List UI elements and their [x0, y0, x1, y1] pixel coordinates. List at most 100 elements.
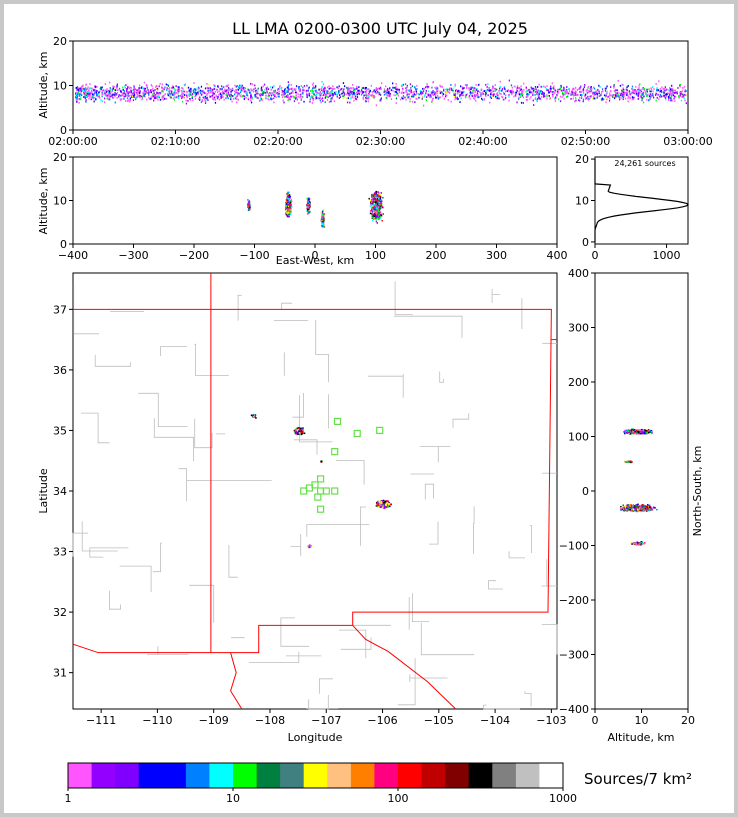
time-height-source — [557, 92, 559, 94]
time-height-source — [156, 87, 158, 90]
time-height-source — [492, 93, 495, 96]
map-source — [297, 427, 300, 429]
time-height-source — [487, 89, 489, 91]
time-height-source — [190, 87, 192, 90]
ew-source — [288, 213, 290, 215]
ew-xtick-label: 200 — [426, 249, 447, 262]
time-height-source — [150, 84, 152, 86]
time-height-source — [227, 90, 229, 92]
time-height-source — [561, 96, 563, 98]
time-height-source — [447, 99, 449, 101]
time-height-source — [656, 96, 658, 99]
time-height-source — [235, 88, 237, 91]
time-height-source — [562, 93, 564, 95]
time-height-source — [150, 97, 152, 100]
ew-source — [288, 209, 290, 212]
time-height-frame — [72, 40, 689, 131]
time-height-source — [153, 97, 156, 100]
time-height-source — [566, 91, 568, 93]
time-height-source — [318, 97, 320, 100]
time-height-source — [619, 98, 621, 101]
time-height-source — [471, 92, 473, 94]
time-height-source — [514, 91, 516, 94]
time-height-source — [675, 95, 677, 98]
time-height-source — [339, 96, 342, 98]
time-height-source — [130, 90, 132, 92]
time-height-source — [505, 90, 507, 93]
time-height-source — [529, 97, 531, 100]
time-height-source — [542, 91, 544, 94]
time-height-source — [85, 87, 87, 90]
time-height-source — [423, 88, 425, 90]
time-height-source — [270, 98, 272, 100]
time-height-source — [300, 97, 302, 100]
time-height-source — [125, 95, 127, 97]
time-height-source — [346, 86, 348, 89]
time-height-source — [245, 91, 247, 94]
time-height-source — [241, 84, 243, 87]
time-height-source — [579, 99, 581, 102]
time-height-source — [628, 90, 631, 92]
time-height-source — [469, 97, 471, 100]
time-height-source — [139, 90, 141, 93]
county-lines — [72, 281, 558, 710]
time-height-source — [375, 104, 377, 107]
time-height-source — [371, 91, 374, 93]
time-height-source — [131, 95, 134, 98]
time-height-source — [406, 86, 408, 88]
time-height-source — [264, 88, 266, 91]
time-height-source — [437, 97, 440, 100]
ew-source — [375, 214, 378, 216]
time-height-source — [585, 93, 587, 96]
time-height-source — [502, 98, 505, 101]
time-height-source — [592, 92, 594, 95]
time-height-source — [78, 98, 80, 101]
time-height-source — [151, 94, 153, 97]
time-height-source — [416, 98, 418, 100]
time-height-source — [598, 84, 600, 87]
time-height-source — [236, 88, 239, 91]
time-height-source — [537, 86, 539, 88]
time-height-source — [158, 96, 160, 99]
time-height-source — [446, 88, 448, 91]
time-height-source — [193, 82, 195, 84]
time-height-source — [227, 88, 229, 91]
time-height-source — [668, 99, 670, 101]
time-height-source — [655, 92, 657, 95]
ew-source — [287, 198, 289, 200]
time-height-source — [148, 94, 150, 96]
ew-source — [286, 215, 289, 217]
time-height-source — [619, 84, 622, 87]
ew-source — [288, 210, 290, 213]
time-height-source — [213, 84, 215, 86]
histogram-ytick-label: 0 — [582, 236, 589, 249]
time-height-source — [262, 98, 264, 101]
ew-source — [288, 215, 290, 218]
time-height-source — [238, 93, 240, 96]
ew-source — [322, 226, 324, 228]
ew-source — [287, 213, 289, 216]
time-height-source — [457, 92, 459, 94]
time-height-ytick-label: 10 — [53, 80, 67, 93]
time-height-source — [90, 97, 93, 100]
time-height-source — [541, 95, 543, 98]
time-height-source — [646, 88, 648, 91]
time-height-source — [650, 90, 652, 93]
time-height-source — [336, 86, 338, 89]
ew-source — [289, 203, 292, 206]
time-height-source — [540, 98, 542, 101]
time-height-source — [360, 93, 363, 96]
time-height-source — [334, 91, 336, 94]
time-height-source — [435, 87, 437, 90]
time-height-source — [289, 88, 291, 90]
time-height-source — [243, 95, 246, 98]
ew-source — [375, 215, 377, 218]
time-height-source — [444, 93, 447, 96]
ew-source — [371, 207, 373, 209]
time-height-source — [261, 91, 264, 94]
time-height-source — [435, 91, 437, 94]
time-height-source — [556, 94, 558, 96]
time-height-source — [461, 92, 463, 94]
time-height-source — [649, 97, 651, 100]
ew-source — [247, 201, 250, 203]
